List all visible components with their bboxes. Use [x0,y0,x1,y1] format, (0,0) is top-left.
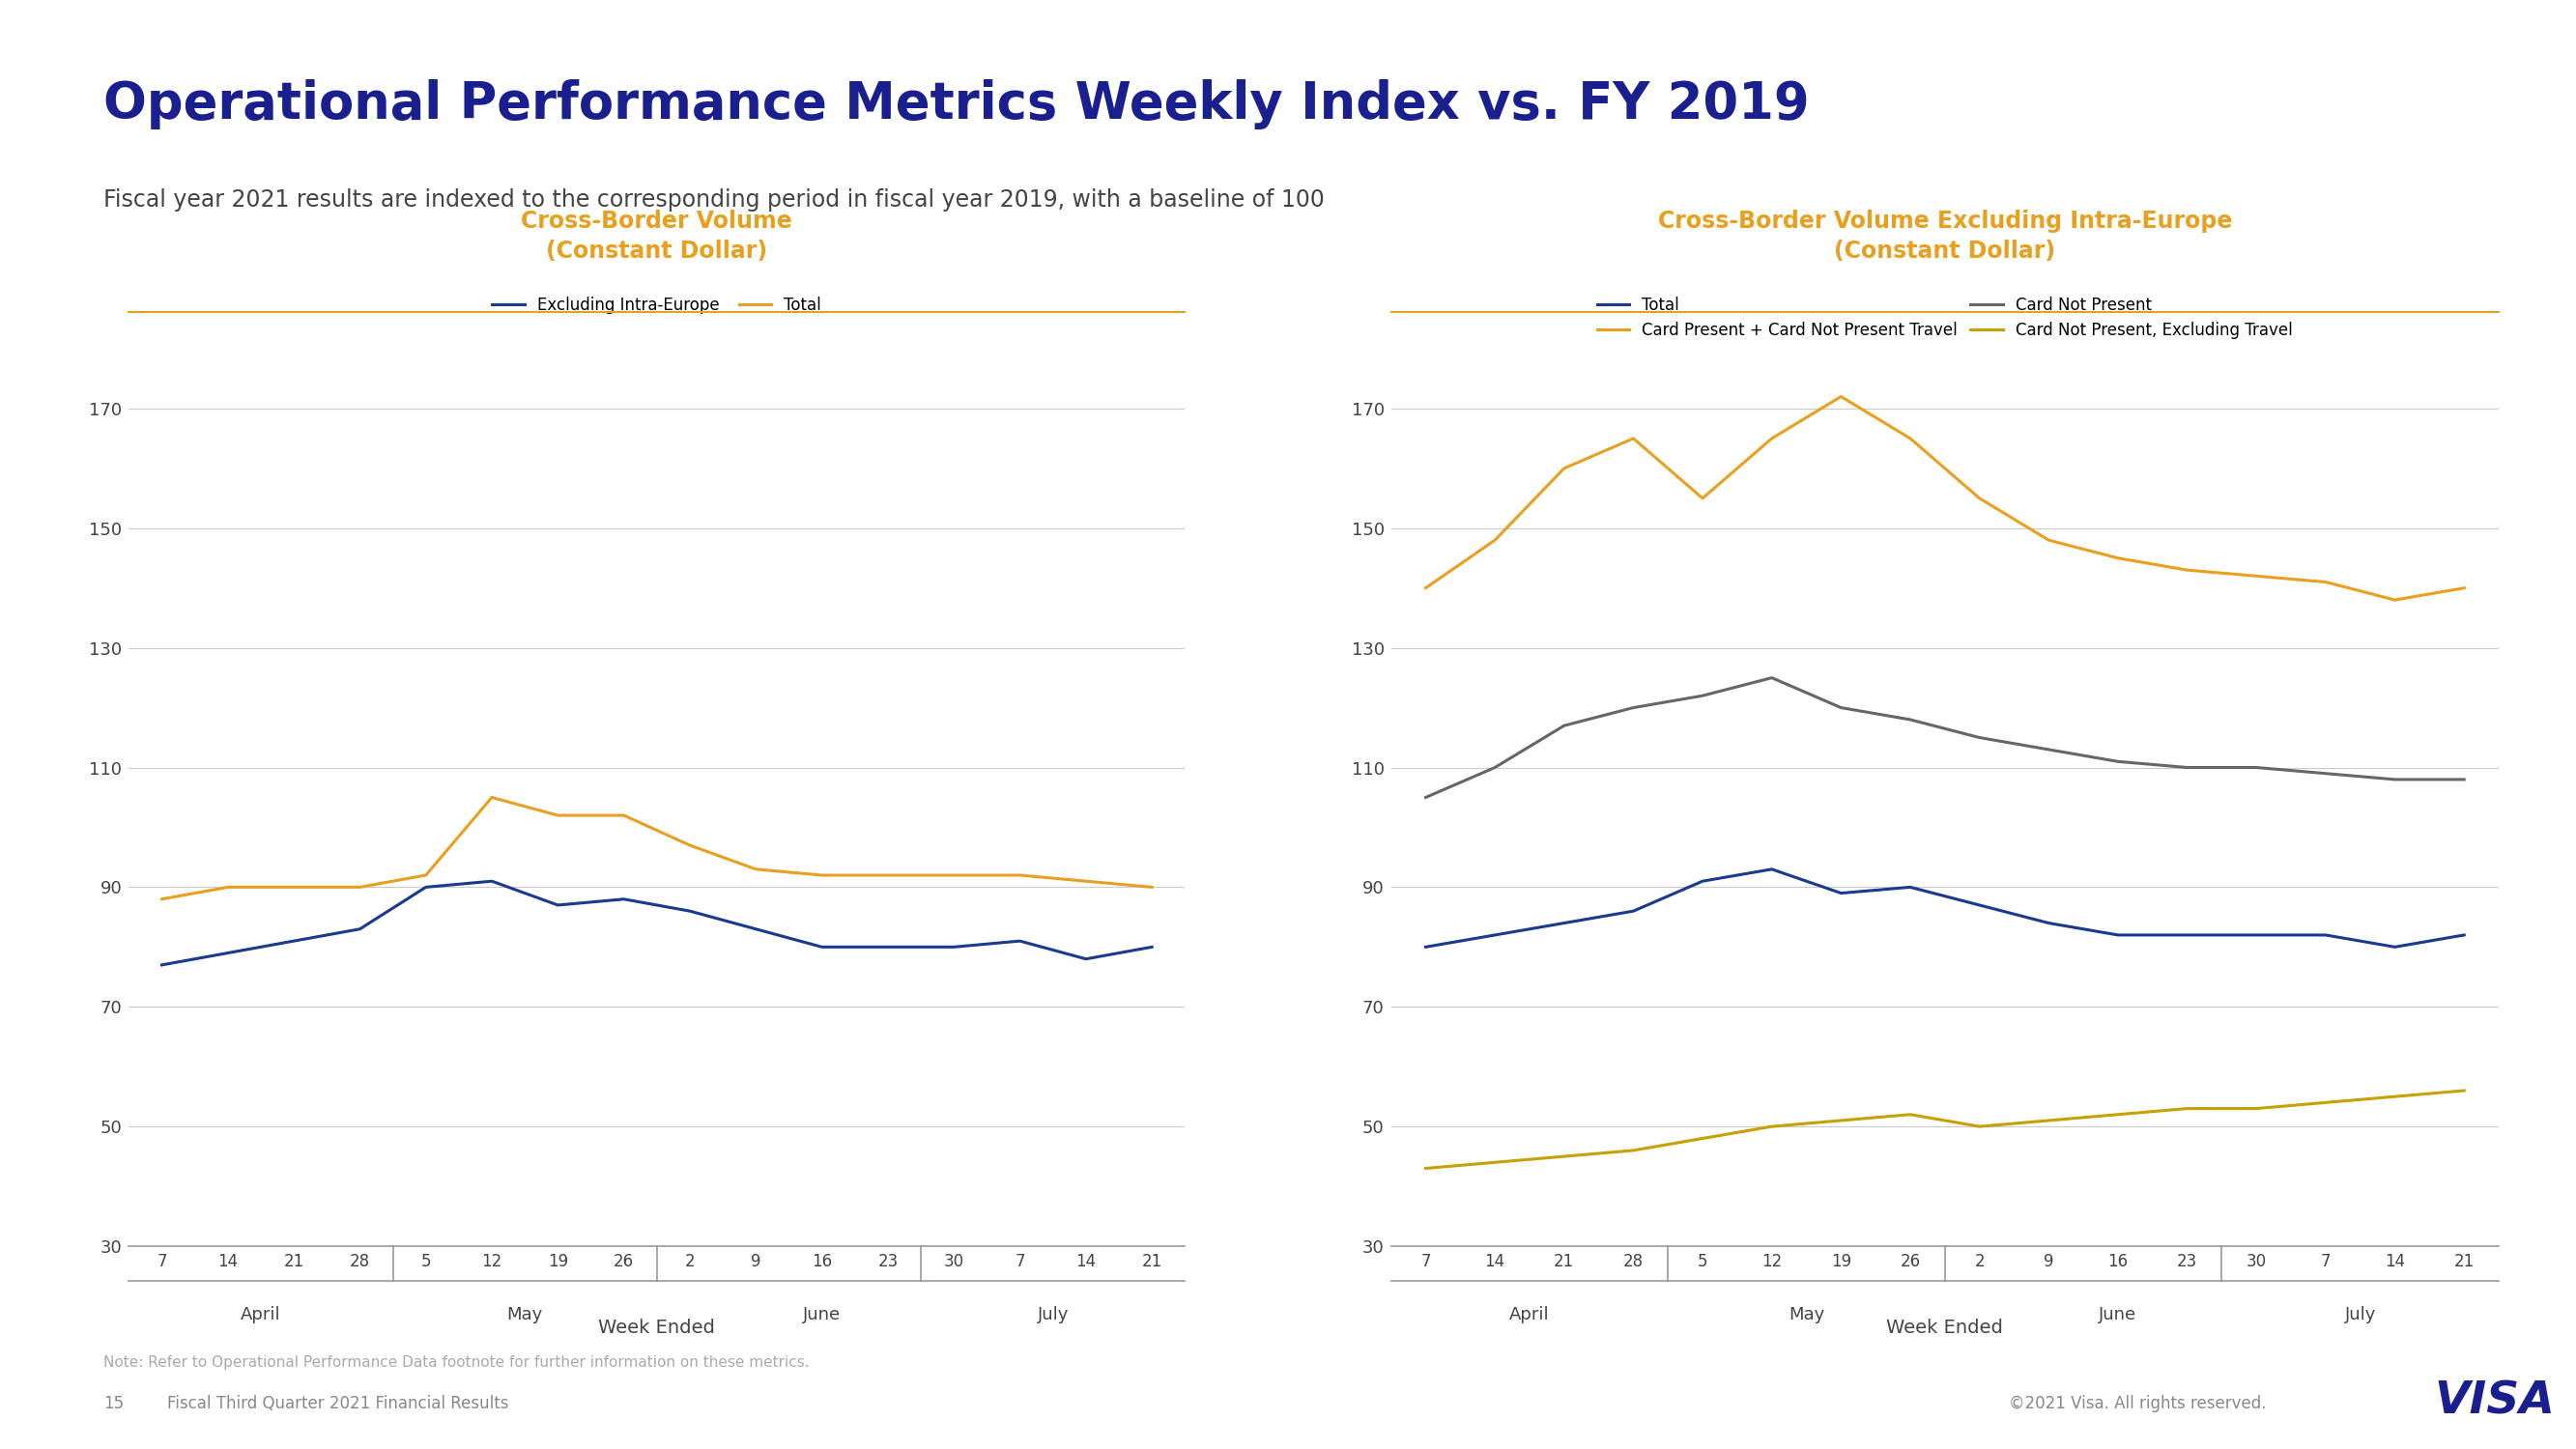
Text: 15: 15 [103,1395,124,1413]
Text: July: July [2344,1307,2375,1324]
X-axis label: Week Ended: Week Ended [598,1319,716,1337]
X-axis label: Week Ended: Week Ended [1886,1319,2004,1337]
Text: Fiscal Third Quarter 2021 Financial Results: Fiscal Third Quarter 2021 Financial Resu… [167,1395,510,1413]
Text: June: June [2099,1307,2138,1324]
Text: July: July [1038,1307,1069,1324]
Legend: Excluding Intra-Europe, Total: Excluding Intra-Europe, Total [487,290,827,320]
Text: April: April [240,1307,281,1324]
Title: Cross-Border Volume
(Constant Dollar): Cross-Border Volume (Constant Dollar) [520,210,793,264]
Text: VISA: VISA [2434,1379,2555,1423]
Text: Fiscal year 2021 results are indexed to the corresponding period in fiscal year : Fiscal year 2021 results are indexed to … [103,188,1324,212]
Title: Cross-Border Volume Excluding Intra-Europe
(Constant Dollar): Cross-Border Volume Excluding Intra-Euro… [1659,210,2231,264]
Text: Operational Performance Metrics Weekly Index vs. FY 2019: Operational Performance Metrics Weekly I… [103,80,1808,130]
Text: Note: Refer to Operational Performance Data footnote for further information on : Note: Refer to Operational Performance D… [103,1355,809,1369]
Legend: Total, Card Present + Card Not Present Travel, Card Not Present, Card Not Presen: Total, Card Present + Card Not Present T… [1589,290,2300,345]
Text: May: May [1788,1307,1824,1324]
Text: June: June [804,1307,840,1324]
Text: April: April [1510,1307,1551,1324]
Text: ©2021 Visa. All rights reserved.: ©2021 Visa. All rights reserved. [2009,1395,2267,1413]
Text: May: May [507,1307,544,1324]
